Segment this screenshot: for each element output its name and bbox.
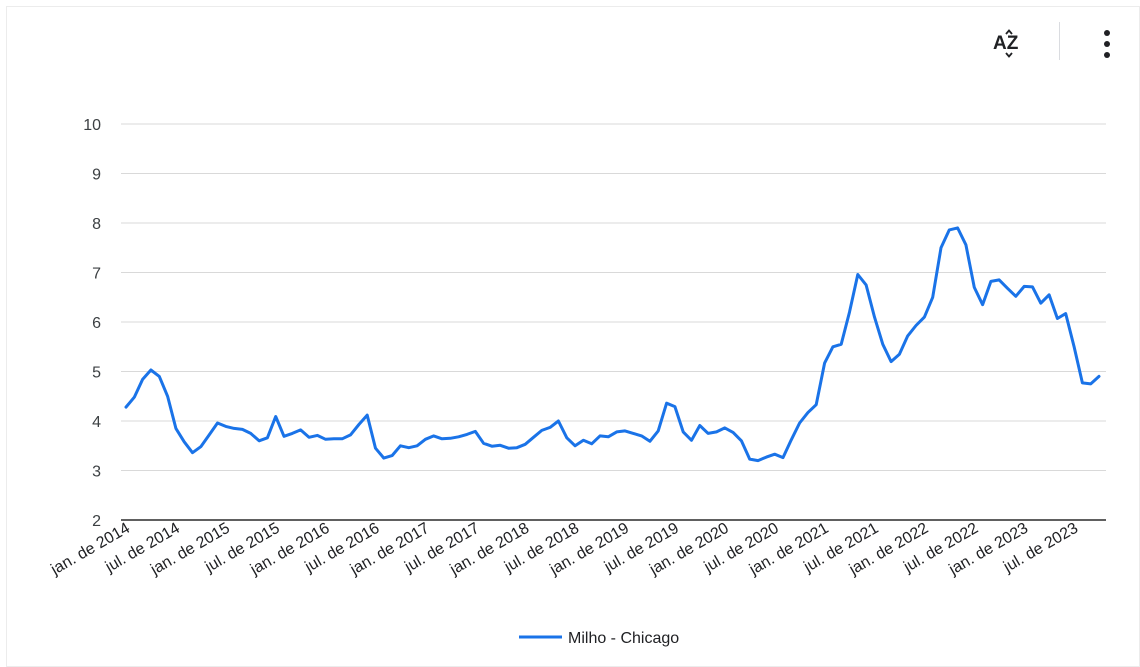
toolbar-divider xyxy=(1059,22,1060,60)
y-tick-label: 5 xyxy=(92,365,101,382)
y-tick-label: 10 xyxy=(83,117,101,134)
more-vert-icon xyxy=(1104,30,1110,36)
y-tick-label: 7 xyxy=(92,266,101,283)
y-tick-label: 3 xyxy=(92,464,101,481)
y-tick-label: 2 xyxy=(92,513,101,530)
y-tick-label: 8 xyxy=(92,216,101,233)
series-line-milho-chicago[interactable] xyxy=(124,226,1101,463)
sort-button[interactable]: AZ xyxy=(985,24,1033,64)
series-layer xyxy=(124,226,1101,463)
sort-az-label: AZ xyxy=(993,33,1019,54)
y-axis-ticks: 2 3 4 5 6 7 8 9 10 xyxy=(83,117,101,530)
chart-card xyxy=(6,6,1140,667)
y-tick-label: 9 xyxy=(92,167,101,184)
y-tick-label: 4 xyxy=(92,414,101,431)
legend-label: Milho - Chicago xyxy=(568,630,679,647)
sort-az-icon: AZ xyxy=(993,29,1019,58)
legend[interactable]: Milho - Chicago xyxy=(519,630,679,647)
y-tick-label: 6 xyxy=(92,315,101,332)
gridlines xyxy=(121,123,1106,471)
more-options-button[interactable] xyxy=(1094,24,1122,64)
